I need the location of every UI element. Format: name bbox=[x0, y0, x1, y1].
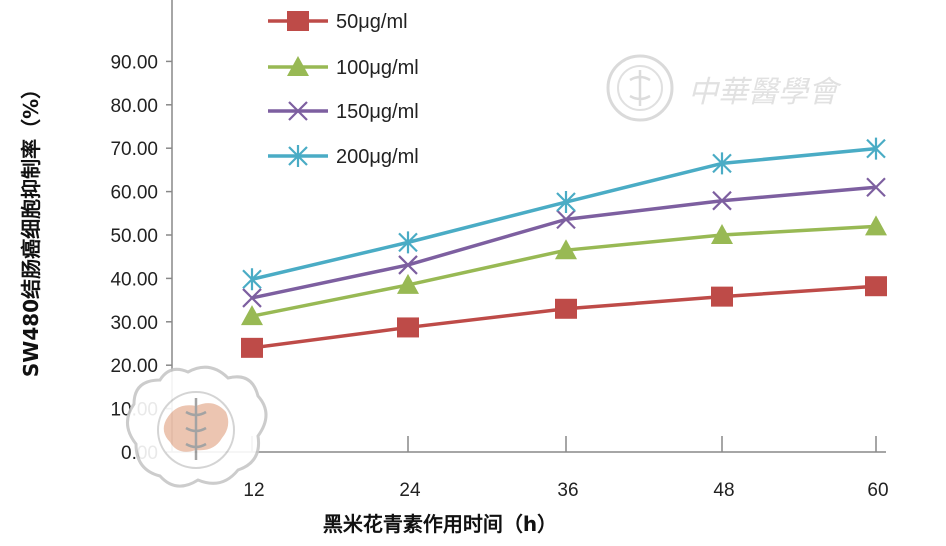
legend-item: 100μg/ml bbox=[268, 56, 419, 79]
series-line bbox=[251, 146, 877, 281]
data-point-1-3 bbox=[555, 298, 577, 319]
data-point-legend-3 bbox=[288, 101, 308, 121]
x-axis-title: 黑米花青素作用时间（h） bbox=[323, 512, 557, 536]
y-tick-label: 80.00 bbox=[110, 96, 158, 117]
x-tick-label: 60 bbox=[867, 480, 888, 501]
data-point-2-1 bbox=[241, 305, 263, 326]
watermark-seal-icon bbox=[606, 54, 674, 122]
legend-label: 150μg/ml bbox=[336, 101, 419, 123]
series-2 bbox=[241, 215, 887, 326]
series-1 bbox=[241, 276, 887, 358]
y-tick-label: 40.00 bbox=[110, 269, 158, 290]
data-point-1-2 bbox=[397, 317, 419, 338]
data-point-1-1 bbox=[241, 337, 263, 358]
series-3 bbox=[242, 177, 886, 308]
data-point-2-4 bbox=[711, 224, 733, 244]
legend-item: 200μg/ml bbox=[268, 145, 419, 168]
x-tick-label: 24 bbox=[399, 480, 421, 501]
data-point-3-1 bbox=[242, 288, 262, 308]
y-tick-label: 70.00 bbox=[110, 139, 158, 160]
y-ticks: 0.0010.0020.0030.0040.0050.0060.0070.008… bbox=[110, 52, 172, 464]
y-axis-title: SW480结肠癌细胞抑制率（%） bbox=[19, 79, 43, 377]
data-point-3-5 bbox=[866, 177, 886, 198]
x-ticks: 12 24 36 48 60 bbox=[243, 436, 889, 501]
y-tick-label: 60.00 bbox=[110, 183, 158, 204]
legend-label: 100μg/ml bbox=[336, 57, 419, 79]
legend: 50μg/ml 100μg/ml 150μg/ml 200μg/ml bbox=[268, 11, 419, 168]
data-point-1-5 bbox=[865, 276, 887, 297]
data-point-3-2 bbox=[398, 255, 418, 275]
x-tick-label: 12 bbox=[243, 480, 264, 501]
x-tick-label: 48 bbox=[713, 480, 734, 501]
data-point-legend-4 bbox=[288, 145, 308, 167]
data-point-legend-1 bbox=[287, 11, 309, 31]
data-point-3-3 bbox=[556, 209, 576, 230]
legend-item: 50μg/ml bbox=[268, 11, 408, 33]
data-point-2-3 bbox=[555, 239, 577, 260]
y-tick-label: 20.00 bbox=[110, 356, 158, 377]
y-tick-label: 30.00 bbox=[110, 313, 158, 334]
data-point-2-5 bbox=[865, 215, 887, 236]
data-point-legend-2 bbox=[287, 56, 309, 76]
watermark-seal-bottom bbox=[126, 365, 268, 488]
watermark-text: 中華醫學會 bbox=[688, 75, 842, 110]
watermark-top: 中華醫學會 bbox=[606, 54, 842, 122]
data-point-4-3 bbox=[556, 191, 576, 214]
data-point-4-2 bbox=[398, 231, 418, 254]
caduceus-icon bbox=[185, 398, 207, 460]
data-point-2-2 bbox=[397, 273, 419, 294]
legend-item: 150μg/ml bbox=[268, 101, 419, 123]
data-point-3-4 bbox=[712, 190, 732, 211]
series-4 bbox=[242, 137, 886, 291]
y-tick-label: 90.00 bbox=[110, 52, 158, 73]
y-tick-label: 50.00 bbox=[110, 226, 158, 247]
legend-label: 50μg/ml bbox=[336, 11, 408, 33]
data-point-4-1 bbox=[242, 268, 262, 291]
data-point-4-4 bbox=[712, 152, 732, 175]
series-layer bbox=[241, 137, 887, 358]
x-tick-label: 36 bbox=[557, 480, 578, 501]
legend-label: 200μg/ml bbox=[336, 146, 419, 168]
data-point-4-5 bbox=[866, 137, 886, 160]
data-point-1-4 bbox=[711, 286, 733, 307]
